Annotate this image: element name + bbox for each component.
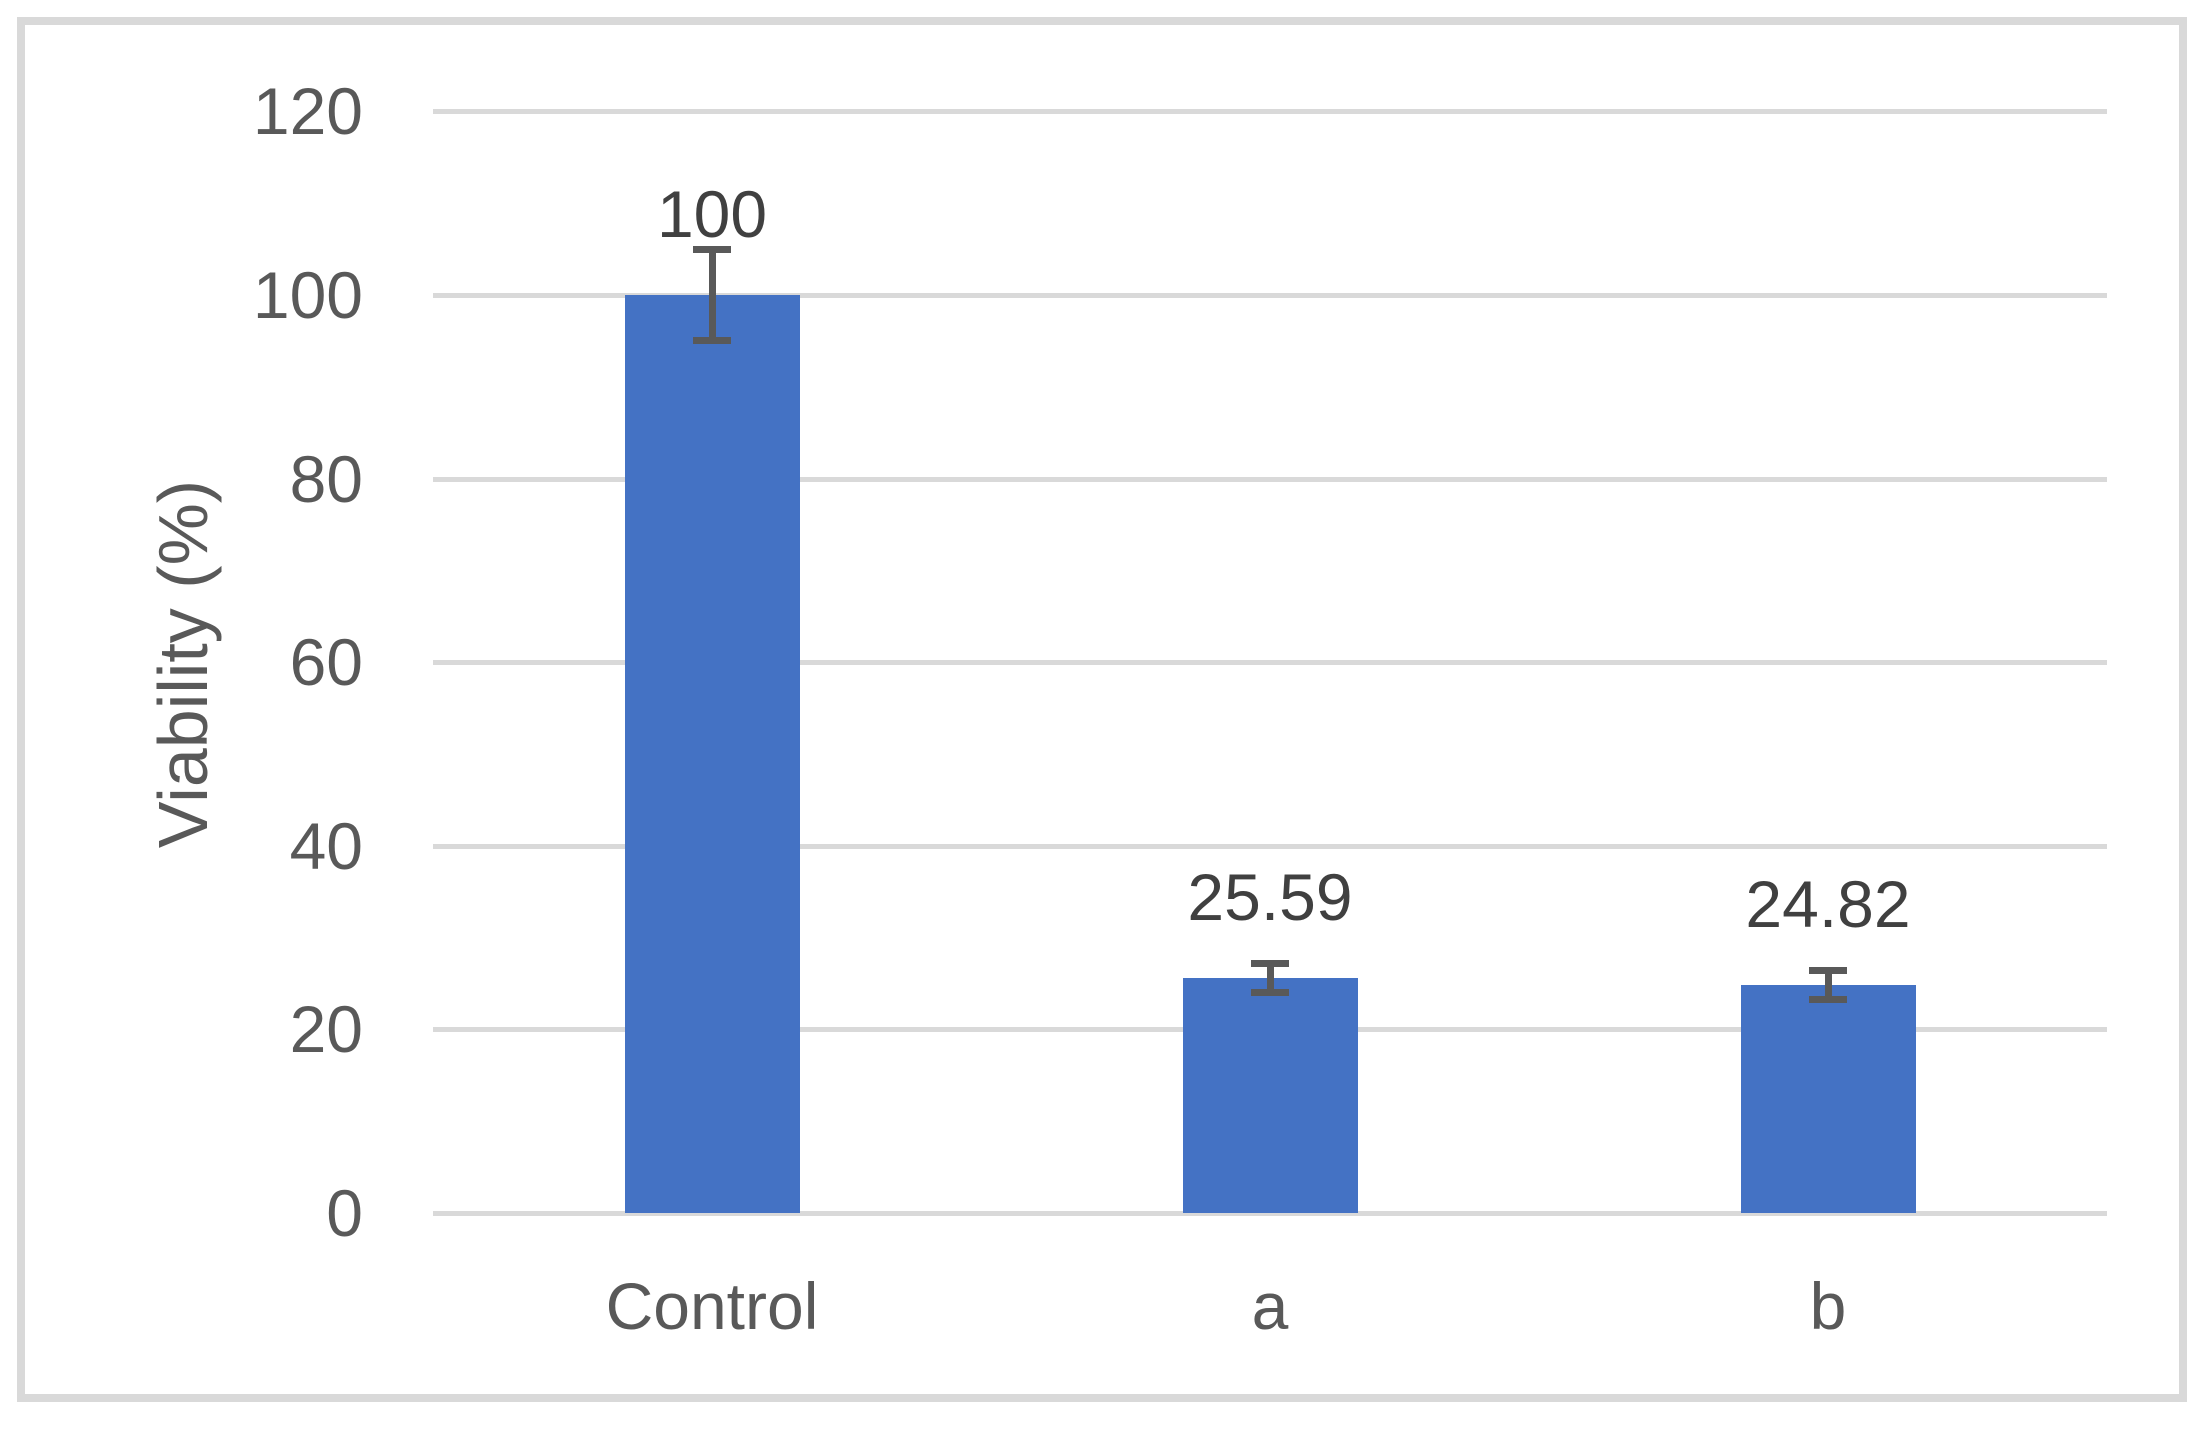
- data-label-b: 24.82: [1745, 867, 1911, 942]
- error-bar-bottom-cap-control: [693, 337, 731, 345]
- y-tick-label-100: 100: [252, 258, 363, 332]
- error-bar-line-a: [1266, 963, 1274, 993]
- y-tick-label-40: 40: [289, 808, 363, 883]
- category-label-control: Control: [605, 1269, 819, 1343]
- error-bar-bottom-cap-a: [1251, 989, 1289, 997]
- gridline-100: [433, 293, 2107, 298]
- error-bar-top-cap-a: [1251, 959, 1289, 967]
- bar-b: [1740, 985, 1916, 1213]
- y-tick-label-120: 120: [252, 74, 363, 149]
- bar-control: [624, 295, 800, 1213]
- gridline-80: [433, 476, 2107, 482]
- error-bar-top-cap-control: [693, 245, 731, 253]
- bar-a: [1182, 978, 1358, 1213]
- category-label-b: b: [1809, 1269, 1847, 1343]
- gridline-0: [433, 1211, 2107, 1216]
- gridline-120: [433, 109, 2107, 115]
- y-tick-label-0: 0: [326, 1176, 363, 1250]
- error-bar-top-cap-b: [1809, 966, 1847, 974]
- y-tick-label-20: 20: [289, 992, 363, 1067]
- category-label-a: a: [1251, 1269, 1289, 1343]
- data-label-a: 25.59: [1187, 860, 1353, 935]
- gridline-40: [433, 843, 2107, 849]
- error-bar-line-control: [708, 249, 716, 341]
- error-bar-line-b: [1824, 970, 1832, 1000]
- data-label-control: 100: [656, 177, 768, 251]
- y-tick-label-60: 60: [289, 625, 363, 700]
- error-bar-bottom-cap-b: [1809, 996, 1847, 1004]
- y-tick-label-80: 80: [289, 441, 363, 516]
- y-axis-title: Viability (%): [144, 479, 222, 849]
- gridline-60: [433, 660, 2107, 666]
